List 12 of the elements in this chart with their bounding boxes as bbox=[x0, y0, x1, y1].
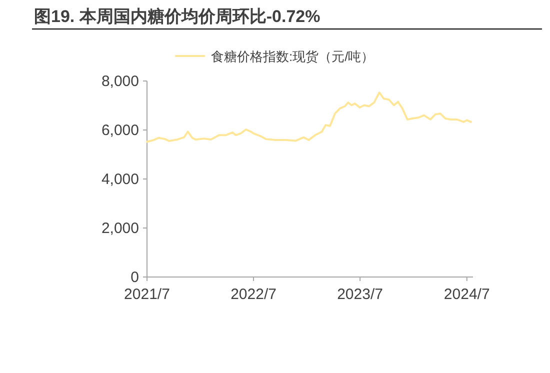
chart-title: 图19. 本周国内糖价均价周环比-0.72% bbox=[34, 7, 320, 26]
x-tick-label: 2021/7 bbox=[124, 286, 170, 303]
y-tick-label: 0 bbox=[130, 269, 139, 286]
x-tick-label: 2024/7 bbox=[444, 286, 490, 303]
line-series bbox=[146, 92, 472, 143]
x-tick-label: 2022/7 bbox=[230, 286, 276, 303]
x-tick-label: 2023/7 bbox=[337, 286, 383, 303]
y-tick-label: 8,000 bbox=[101, 73, 139, 90]
y-tick-label: 6,000 bbox=[101, 122, 139, 139]
legend-label: 食糖价格指数:现货（元/吨） bbox=[211, 49, 374, 64]
y-tick-label: 2,000 bbox=[101, 220, 139, 237]
y-tick-label: 4,000 bbox=[101, 171, 139, 188]
